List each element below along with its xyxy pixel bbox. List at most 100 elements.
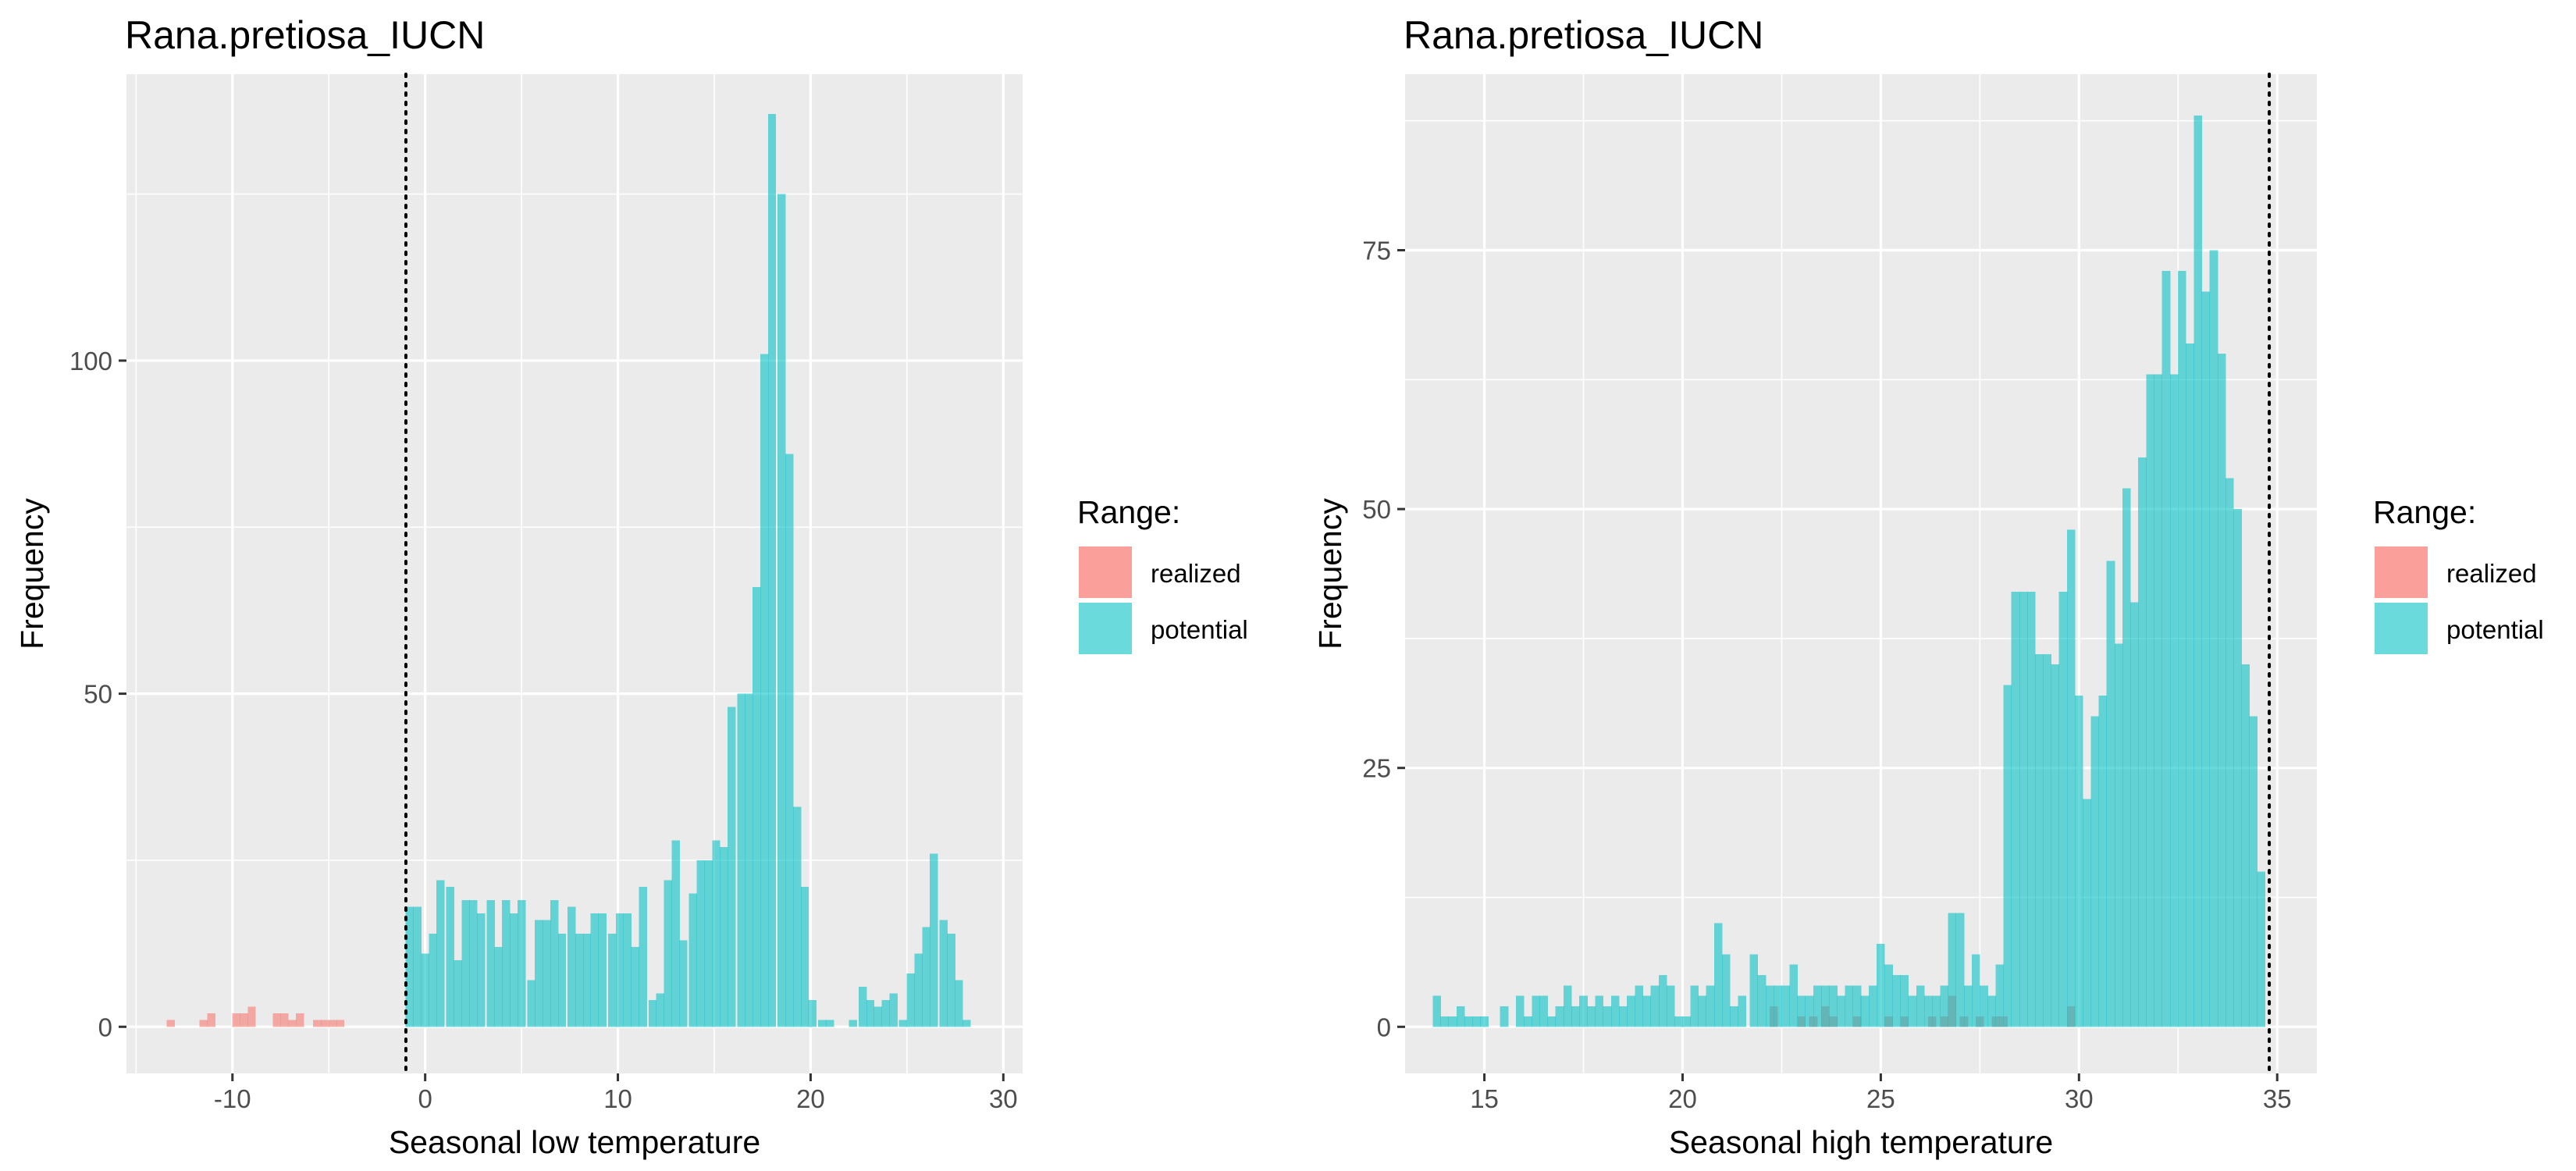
- histogram-bar-potential: [2066, 529, 2076, 1027]
- right-legend-label-realized: realized: [2446, 559, 2537, 588]
- histogram-bar-potential: [866, 1000, 875, 1027]
- histogram-bar-potential: [2138, 457, 2147, 1027]
- right-histogram-panel: Rana.pretiosa_IUCN 15 20 25 30 35 0 25 50 75 Se…: [1312, 13, 2544, 1160]
- histogram-bar-potential: [1757, 974, 1767, 1027]
- histogram-bar-potential: [808, 1000, 817, 1027]
- left-major-gridlines: [126, 74, 1023, 1073]
- histogram-bar-potential: [469, 900, 478, 1027]
- y-tick-label: 0: [1377, 1013, 1391, 1041]
- left-y-axis-title: Frequency: [14, 498, 50, 650]
- histogram-bar-potential: [1781, 985, 1790, 1027]
- histogram-bar-potential: [1618, 1005, 1628, 1027]
- histogram-bar-potential: [818, 1020, 827, 1027]
- histogram-bar-potential: [712, 840, 720, 1027]
- histogram-bar-potential: [1464, 1016, 1473, 1027]
- histogram-bar-potential: [1432, 995, 1441, 1027]
- histogram-bar-potential: [1797, 995, 1806, 1027]
- histogram-bar-potential: [1532, 995, 1540, 1027]
- left-legend: Range: realized potential: [1077, 494, 1248, 654]
- histogram-bar-potential: [2154, 374, 2163, 1027]
- histogram-bar-potential: [1829, 985, 1838, 1027]
- histogram-bar-potential: [590, 913, 600, 1027]
- histogram-bar-potential: [557, 933, 567, 1027]
- histogram-bar-potential: [1642, 995, 1652, 1027]
- histogram-bar-potential: [881, 1000, 890, 1027]
- histogram-bar-potential: [454, 959, 462, 1027]
- histogram-bar-potential: [1892, 974, 1902, 1027]
- histogram-bar-potential: [2019, 592, 2028, 1027]
- histogram-bar-potential: [527, 980, 535, 1027]
- histogram-bar-potential: [1948, 913, 1957, 1027]
- histogram-bar-potential: [777, 194, 786, 1027]
- histogram-bar-potential: [436, 880, 445, 1027]
- histogram-bar-potential: [1448, 1016, 1457, 1027]
- right-legend-key-potential: [2375, 603, 2428, 654]
- histogram-bar-potential: [1472, 1016, 1481, 1027]
- histogram-bar-potential: [510, 913, 518, 1027]
- histogram-bar-potential: [1571, 1005, 1580, 1027]
- histogram-bar-potential: [639, 887, 647, 1027]
- x-tick-label: 30: [2065, 1084, 2094, 1113]
- x-tick-label: 35: [2263, 1084, 2292, 1113]
- histogram-bar-potential: [1587, 1005, 1596, 1027]
- histogram-bar-potential: [2074, 695, 2083, 1027]
- histogram-bar-potential: [849, 1020, 857, 1027]
- histogram-bar-potential: [477, 913, 486, 1027]
- histogram-bar-potential: [2051, 664, 2060, 1027]
- histogram-bar-potential: [1603, 1005, 1612, 1027]
- y-tick-label: 50: [1362, 495, 1391, 524]
- histogram-bar-potential: [2201, 291, 2211, 1027]
- left-minor-gridlines: [126, 74, 1023, 1073]
- right-chart-title: Rana.pretiosa_IUCN: [1404, 13, 1763, 57]
- histogram-bar-realized: [321, 1020, 329, 1027]
- right-legend: Range: realized potential: [2373, 494, 2544, 654]
- histogram-bar-potential: [2114, 643, 2123, 1027]
- histogram-bar-potential: [615, 913, 624, 1027]
- histogram-bar-realized: [296, 1013, 304, 1027]
- histogram-bar-realized: [336, 1020, 345, 1027]
- histogram-bar-potential: [955, 980, 963, 1027]
- histogram-bar-potential: [696, 860, 705, 1027]
- left-histogram-panel: Rana.pretiosa_IUCN -10 0 10 20 30 0 50 100 Sea…: [14, 13, 1248, 1160]
- histogram-bar-potential: [1908, 995, 1917, 1027]
- histogram-bar-potential: [648, 1000, 657, 1027]
- x-tick-label: -10: [214, 1084, 251, 1113]
- histogram-bar-realized: [232, 1013, 240, 1027]
- histogram-bar-potential: [939, 920, 948, 1027]
- y-tick-label: 50: [84, 680, 112, 709]
- x-tick-label: 25: [1866, 1084, 1895, 1113]
- histogram-bar-realized: [247, 1006, 256, 1027]
- histogram-bar-potential: [962, 1020, 971, 1027]
- histogram-bar-potential: [1610, 995, 1620, 1027]
- histogram-bar-potential: [1658, 974, 1667, 1027]
- histogram-bar-realized: [199, 1020, 208, 1027]
- histogram-bar-potential: [1730, 1005, 1738, 1027]
- histogram-bar-potential: [858, 987, 867, 1027]
- histogram-bar-potential: [688, 893, 698, 1027]
- histogram-bar-potential: [1923, 995, 1933, 1027]
- histogram-bar-potential: [1706, 985, 1715, 1027]
- histogram-bar-potential: [1738, 995, 1746, 1027]
- histogram-bar-potential: [2083, 799, 2091, 1027]
- histogram-bar-potential: [405, 906, 415, 1027]
- histogram-bar-potential: [664, 880, 672, 1027]
- histogram-bar-potential: [1690, 985, 1699, 1027]
- histogram-bar-potential: [486, 900, 495, 1027]
- right-x-axis-ticks: 15 20 25 30 35: [1470, 1073, 2292, 1113]
- histogram-bar-potential: [2209, 250, 2218, 1027]
- histogram-bar-potential: [1539, 995, 1549, 1027]
- y-tick-label: 100: [69, 347, 112, 376]
- histogram-bar-potential: [947, 933, 955, 1027]
- x-tick-label: 0: [418, 1084, 432, 1113]
- histogram-bar-potential: [1547, 1016, 1557, 1027]
- right-legend-title: Range:: [2373, 494, 2476, 530]
- histogram-bar-realized: [288, 1020, 297, 1027]
- x-tick-label: 15: [1470, 1084, 1499, 1113]
- histogram-bar-potential: [461, 900, 470, 1027]
- right-legend-key-realized: [2375, 546, 2428, 598]
- histogram-bar-realized: [328, 1020, 337, 1027]
- histogram-bar-potential: [2058, 592, 2068, 1027]
- histogram-bar-potential: [429, 933, 437, 1027]
- histogram-bar-potential: [2035, 653, 2044, 1027]
